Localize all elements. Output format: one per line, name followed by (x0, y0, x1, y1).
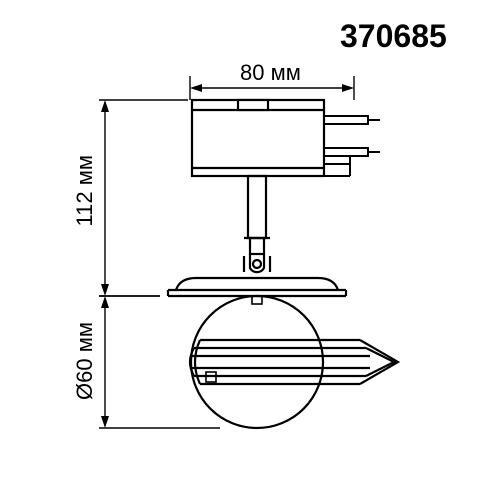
height-dimension-label: 112 мм (72, 155, 98, 226)
technical-drawing: 370685 80 мм 112 мм Ø60 мм (0, 0, 500, 500)
height-dimension (99, 100, 188, 296)
fixture-outline (168, 100, 380, 304)
diameter-dimension (99, 296, 220, 428)
part-number: 370685 (340, 18, 447, 55)
diameter-dimension-label: Ø60 мм (72, 322, 98, 400)
lamp-head (190, 296, 398, 428)
width-dimension-label: 80 мм (240, 60, 301, 86)
mounting-plate (168, 278, 346, 296)
